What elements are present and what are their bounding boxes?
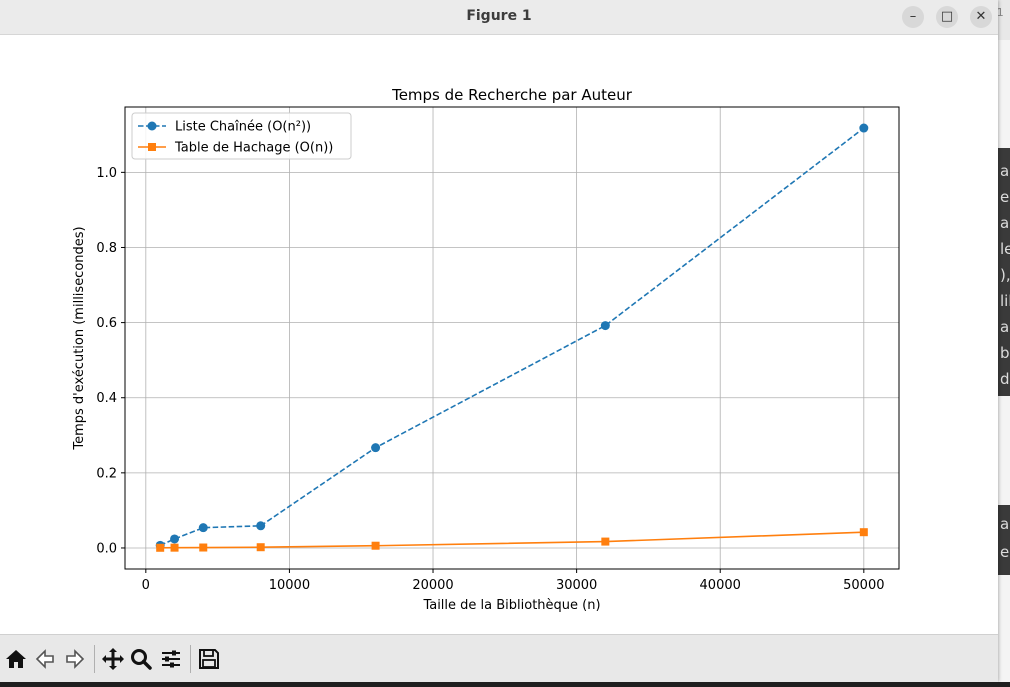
- x-tick-label: 10000: [269, 578, 310, 593]
- axes-frame: [124, 106, 900, 570]
- data-point-liste-chainee: [600, 321, 610, 331]
- magnifier-icon[interactable]: [129, 647, 153, 671]
- minimize-button[interactable]: –: [902, 6, 924, 28]
- x-tick-label: 20000: [412, 578, 453, 593]
- data-point-table-hachage: [371, 541, 380, 550]
- data-point-table-hachage: [601, 537, 610, 546]
- close-button[interactable]: ✕: [970, 6, 992, 28]
- y-tick-label: 0.8: [96, 241, 117, 256]
- arrow-right-icon[interactable]: [63, 647, 87, 671]
- y-tick-label: 0.0: [96, 541, 117, 556]
- background-text-fragment: le: [1000, 240, 1010, 258]
- toolbar-separator: [190, 645, 191, 673]
- move-icon[interactable]: [101, 647, 125, 671]
- background-text-fragment: lib: [1000, 292, 1010, 310]
- background-dark-panel: a e c ar le ), lib ar b da: [998, 148, 1010, 396]
- data-point-liste-chainee: [170, 534, 180, 544]
- legend-marker-table-hachage: [148, 143, 156, 151]
- data-point-liste-chainee: [859, 123, 869, 133]
- background-text-fragment: ar: [1000, 318, 1010, 336]
- window-title: Figure 1: [466, 8, 532, 24]
- background-text-fragment: ),: [1000, 266, 1010, 284]
- taskbar-strip: [0, 682, 1010, 687]
- x-tick-label: 30000: [556, 578, 597, 593]
- x-axis-label: Taille de la Bibliothèque (n): [422, 598, 600, 613]
- x-tick-label: 40000: [700, 578, 741, 593]
- chart-title: Temps de Recherche par Auteur: [391, 86, 633, 104]
- data-point-table-hachage: [170, 543, 179, 552]
- data-point-liste-chainee: [371, 443, 381, 453]
- legend-label-liste-chainee: Liste Chaînée (O(n²)): [175, 120, 311, 135]
- arrow-left-icon[interactable]: [33, 647, 57, 671]
- toolbar-separator: [94, 645, 95, 673]
- background-text-fragment: da: [1000, 370, 1010, 388]
- home-icon[interactable]: [4, 647, 28, 671]
- y-tick-label: 1.0: [96, 166, 117, 181]
- data-point-table-hachage: [156, 543, 165, 552]
- floppy-icon[interactable]: [197, 647, 221, 671]
- background-text-fragment: b: [1000, 344, 1010, 362]
- maximize-button[interactable]: □: [936, 6, 958, 28]
- matplotlib-toolbar: [0, 634, 998, 683]
- legend-box: [131, 112, 352, 160]
- data-point-liste-chainee: [198, 523, 208, 533]
- x-tick-label: 50000: [843, 578, 884, 593]
- window-titlebar[interactable]: Figure 1 – □ ✕: [0, 0, 998, 35]
- data-point-liste-chainee: [256, 521, 266, 531]
- background-text-fragment: ar: [1000, 515, 1010, 533]
- x-tick-label: 0: [142, 578, 150, 593]
- background-text-fragment: a: [1000, 162, 1010, 180]
- data-point-table-hachage: [256, 543, 265, 552]
- legend-marker-liste-chainee: [147, 121, 157, 131]
- chart: 0 10000 20000 30000 40000 50000 0.0 0.2 0.4 0.6 0.…: [0, 35, 998, 633]
- legend-label-table-hachage: Table de Hachage (O(n)): [174, 141, 333, 156]
- background-text-fragment: e c: [1000, 188, 1010, 206]
- sliders-icon[interactable]: [159, 647, 183, 671]
- data-point-table-hachage: [859, 528, 868, 537]
- y-tick-label: 0.2: [96, 466, 117, 481]
- data-point-table-hachage: [199, 543, 208, 552]
- background-text-fragment: er: [1000, 543, 1010, 561]
- y-axis-label: Temps d'exécution (millisecondes): [72, 226, 87, 450]
- y-tick-label: 0.6: [96, 316, 117, 331]
- background-text-fragment: ar: [1000, 214, 1010, 232]
- legend: Liste Chaînée (O(n²)) Table de Hachage (…: [131, 112, 352, 160]
- y-tick-label: 0.4: [96, 391, 117, 406]
- background-dark-panel-2: ar er: [998, 505, 1010, 575]
